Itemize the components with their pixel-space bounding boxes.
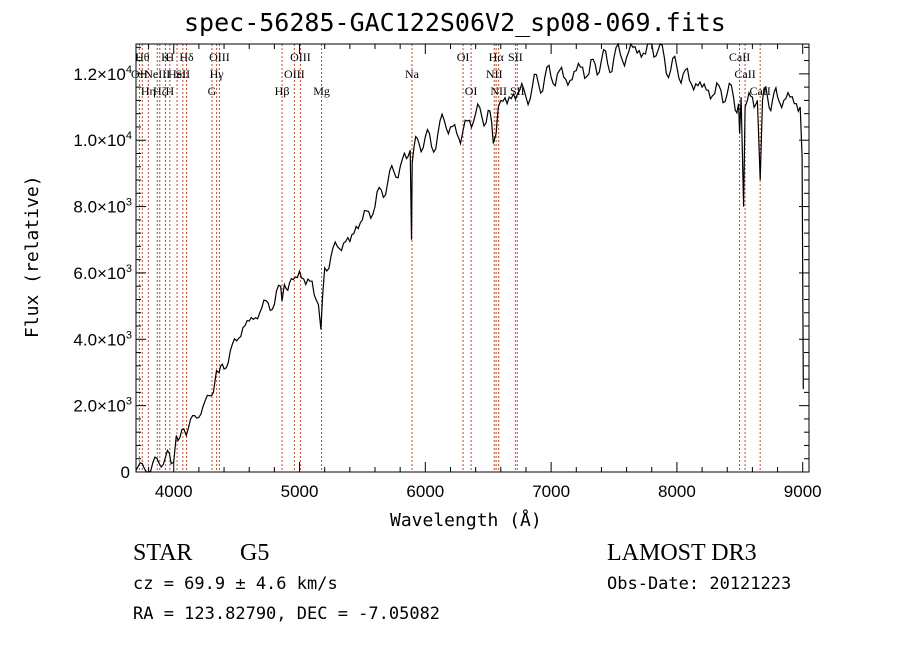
spectral-line-label: OIII [284,67,305,81]
spectral-line-label: Na [405,67,420,81]
spectral-line-label: Hδ [179,50,194,64]
spectral-line-label: G [208,84,217,98]
spectral-line-label: Hγ [210,67,225,81]
y-tick-label: 4.0×103 [73,329,132,349]
spectral-line-label: NII [486,67,503,81]
y-tick-label: 6.0×103 [73,263,132,283]
spectrum-series-line [135,42,804,473]
spectral-line-label: H [166,84,175,98]
spectral-line-label: Hβ [275,84,290,98]
spectral-line-label: Hζ [153,84,167,98]
spectral-line-label: HeI [168,67,186,81]
x-tick-label: 5000 [281,482,319,501]
y-tick-labels: 0 2.0×103 4.0×103 6.0×103 8.0×103 1.0×104 1.2×… [73,64,132,482]
plot-frame [135,43,810,473]
spectral-line-label: Mg [313,84,330,98]
spectral-line-label: OI [465,84,478,98]
spectral-line-label: SII [175,67,190,81]
spectral-line-label: Hθ [135,50,150,64]
x-tick-label: 4000 [155,482,193,501]
y-tick-label: 1.0×104 [73,130,132,150]
spectral-line-label: CaII [729,50,750,64]
survey-name: LAMOST DR3 [607,540,757,566]
object-class: STAR [133,540,193,566]
spectral-line-markers [138,44,761,472]
redshift-value: cz = 69.9 ± 4.6 km/s [133,574,338,594]
chart-title: spec-56285-GAC122S06V2_sp08-069.fits [184,8,726,37]
spectral-line-label: CaII [734,67,755,81]
axis-ticks [136,44,809,473]
x-tick-label: 8000 [658,482,696,501]
spectral-line-labels: OIIHθHηNeIIIHζKHHHeISIIHδGHγOIIIHβOIIIOI… [131,50,771,98]
x-tick-labels: 4000 5000 6000 7000 8000 9000 [155,482,822,501]
observation-date: Obs-Date: 20121223 [607,574,792,594]
object-subclass: G5 [240,540,270,566]
spectral-line-label: NII [490,84,507,98]
spectral-line-label: H [166,50,175,64]
spectral-line-label: OIII [290,50,311,64]
spectral-line-label: K [161,50,170,64]
x-axis-label: Wavelength (Å) [390,510,542,531]
y-tick-label: 1.2×104 [73,64,132,84]
spectral-line-label: SII [508,50,523,64]
spectral-line-label: OIII [209,50,230,64]
y-tick-label: 8.0×103 [73,197,132,217]
x-tick-label: 6000 [406,482,444,501]
coordinates: RA = 123.82790, DEC = -7.05082 [133,604,441,624]
spectral-line-label: Hα [489,50,505,64]
spectral-line-label: Hη [141,84,156,98]
y-axis-label: Flux (relative) [22,175,43,338]
y-tick-label: 0 [121,463,130,482]
x-tick-label: 7000 [532,482,570,501]
x-tick-label: 9000 [784,482,822,501]
y-tick-label: 2.0×103 [73,396,132,416]
spectral-line-label: OI [457,50,470,64]
spectral-line-label: NeIII [144,67,170,81]
